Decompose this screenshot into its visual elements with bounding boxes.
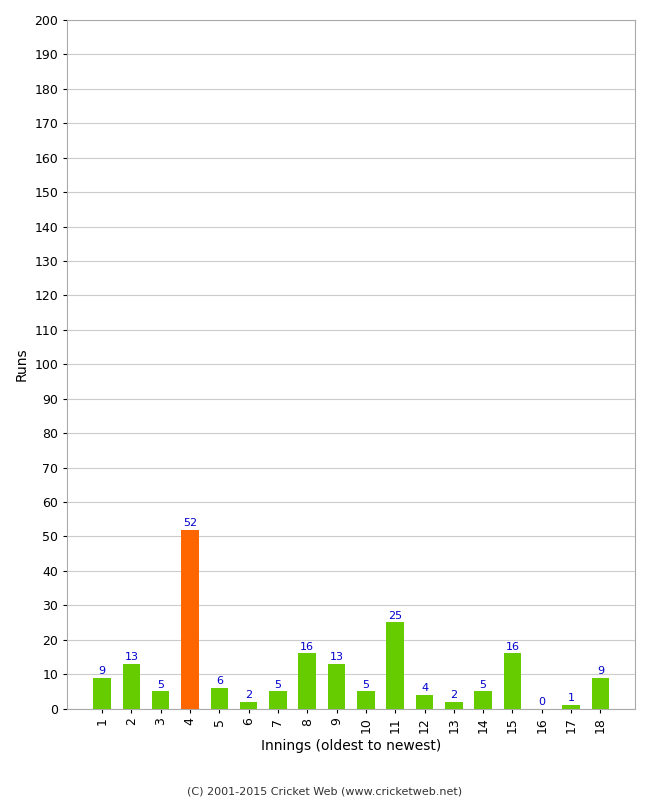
Bar [240,702,257,709]
Text: 25: 25 [388,610,402,621]
Bar [298,654,316,709]
Text: 2: 2 [245,690,252,700]
Bar [474,691,492,709]
Text: 0: 0 [538,697,545,707]
Text: 52: 52 [183,518,197,528]
Bar [592,678,609,709]
Text: 1: 1 [567,694,575,703]
Text: (C) 2001-2015 Cricket Web (www.cricketweb.net): (C) 2001-2015 Cricket Web (www.cricketwe… [187,786,463,796]
Text: 2: 2 [450,690,458,700]
Bar [386,622,404,709]
Text: 6: 6 [216,676,223,686]
Bar [123,664,140,709]
Bar [181,530,199,709]
Text: 4: 4 [421,683,428,693]
Bar [93,678,111,709]
Bar [357,691,374,709]
Text: 13: 13 [330,652,344,662]
Bar [211,688,228,709]
Bar [504,654,521,709]
Bar [152,691,170,709]
Text: 9: 9 [597,666,604,676]
Bar [328,664,345,709]
X-axis label: Innings (oldest to newest): Innings (oldest to newest) [261,739,441,753]
Bar [269,691,287,709]
Text: 5: 5 [480,680,487,690]
Text: 16: 16 [506,642,519,652]
Y-axis label: Runs: Runs [15,347,29,381]
Text: 5: 5 [157,680,164,690]
Bar [445,702,463,709]
Text: 16: 16 [300,642,314,652]
Text: 13: 13 [124,652,138,662]
Text: 5: 5 [274,680,281,690]
Bar [562,705,580,709]
Bar [416,694,434,709]
Text: 5: 5 [363,680,369,690]
Text: 9: 9 [99,666,105,676]
